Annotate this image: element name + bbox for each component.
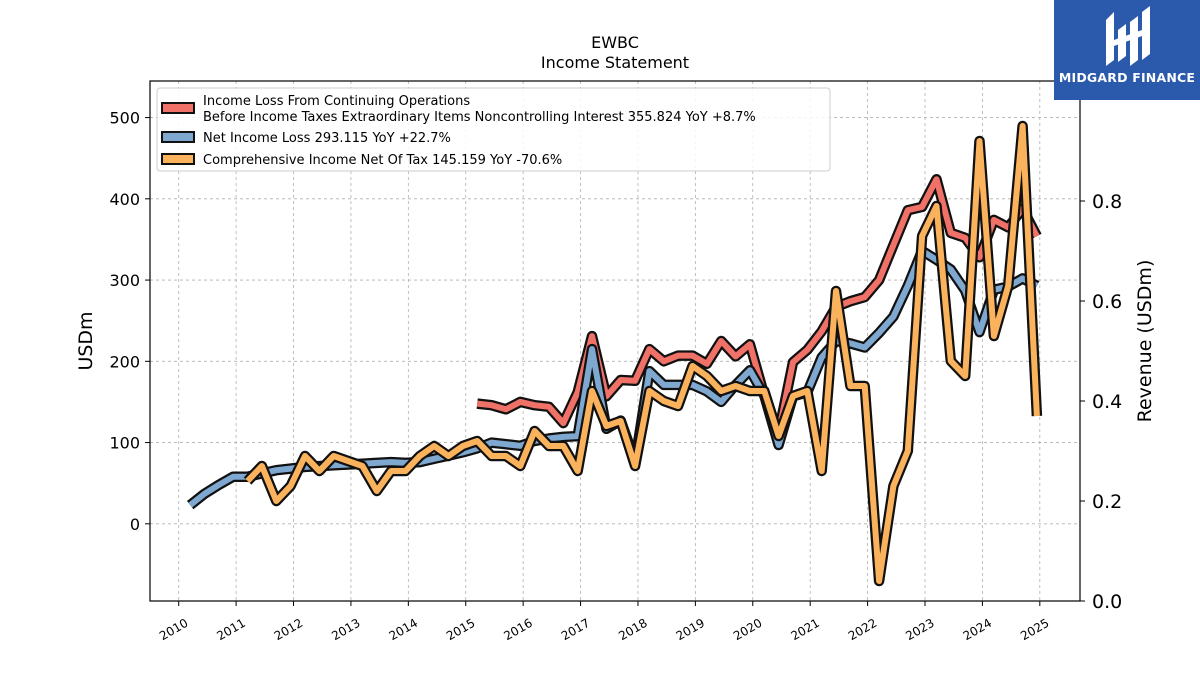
legend-entry-3: Comprehensive Income Net Of Tax 145.159 … [161,153,562,168]
y2-tick-label: 0.2 [1092,491,1122,513]
legend: Income Loss From Continuing Operations Be… [156,87,831,172]
chart-title: EWBC [591,33,639,52]
y-tick-label: 100 [109,434,140,453]
series-stroke [476,176,1040,436]
y2-tick-label: 0.8 [1092,191,1122,213]
legend-label: Income Loss From Continuing Operations Be… [203,94,756,125]
series-group [186,120,1043,587]
logo-brand-text: MIDGARD FINANCE [1058,70,1196,85]
y-tick-label: 200 [109,352,140,371]
legend-entry-1: Income Loss From Continuing Operations Be… [161,94,756,125]
y-tick-label: 300 [109,271,140,290]
y2-tick-label: 0.6 [1092,291,1122,313]
midgard-logo-icon [1106,6,1150,66]
y-axis-label: USDm [75,311,97,370]
legend-box [156,87,831,172]
y2-axis-label: Revenue (USDm) [1134,260,1156,423]
legend-label: Net Income Loss 293.115 YoY +22.7% [203,131,451,146]
legend-label: Comprehensive Income Net Of Tax 145.159 … [203,153,562,168]
legend-swatch [161,153,195,165]
y-tick-label: 400 [109,190,140,209]
y2-tick-label: 0.4 [1092,391,1122,413]
legend-swatch [161,131,195,143]
midgard-finance-logo: MIDGARD FINANCE [1054,0,1200,100]
y2-tick-label: 0.0 [1092,591,1122,613]
legend-swatch [161,102,195,114]
series-line-3 [243,120,1043,587]
series-line-1 [476,174,1042,439]
y-tick-label: 0 [130,515,140,534]
chart-subtitle: Income Statement [541,53,689,72]
legend-entry-2: Net Income Loss 293.115 YoY +22.7% [161,131,451,146]
plot-frame [149,80,1081,602]
series-stroke [245,123,1040,584]
y-tick-label: 500 [109,109,140,128]
